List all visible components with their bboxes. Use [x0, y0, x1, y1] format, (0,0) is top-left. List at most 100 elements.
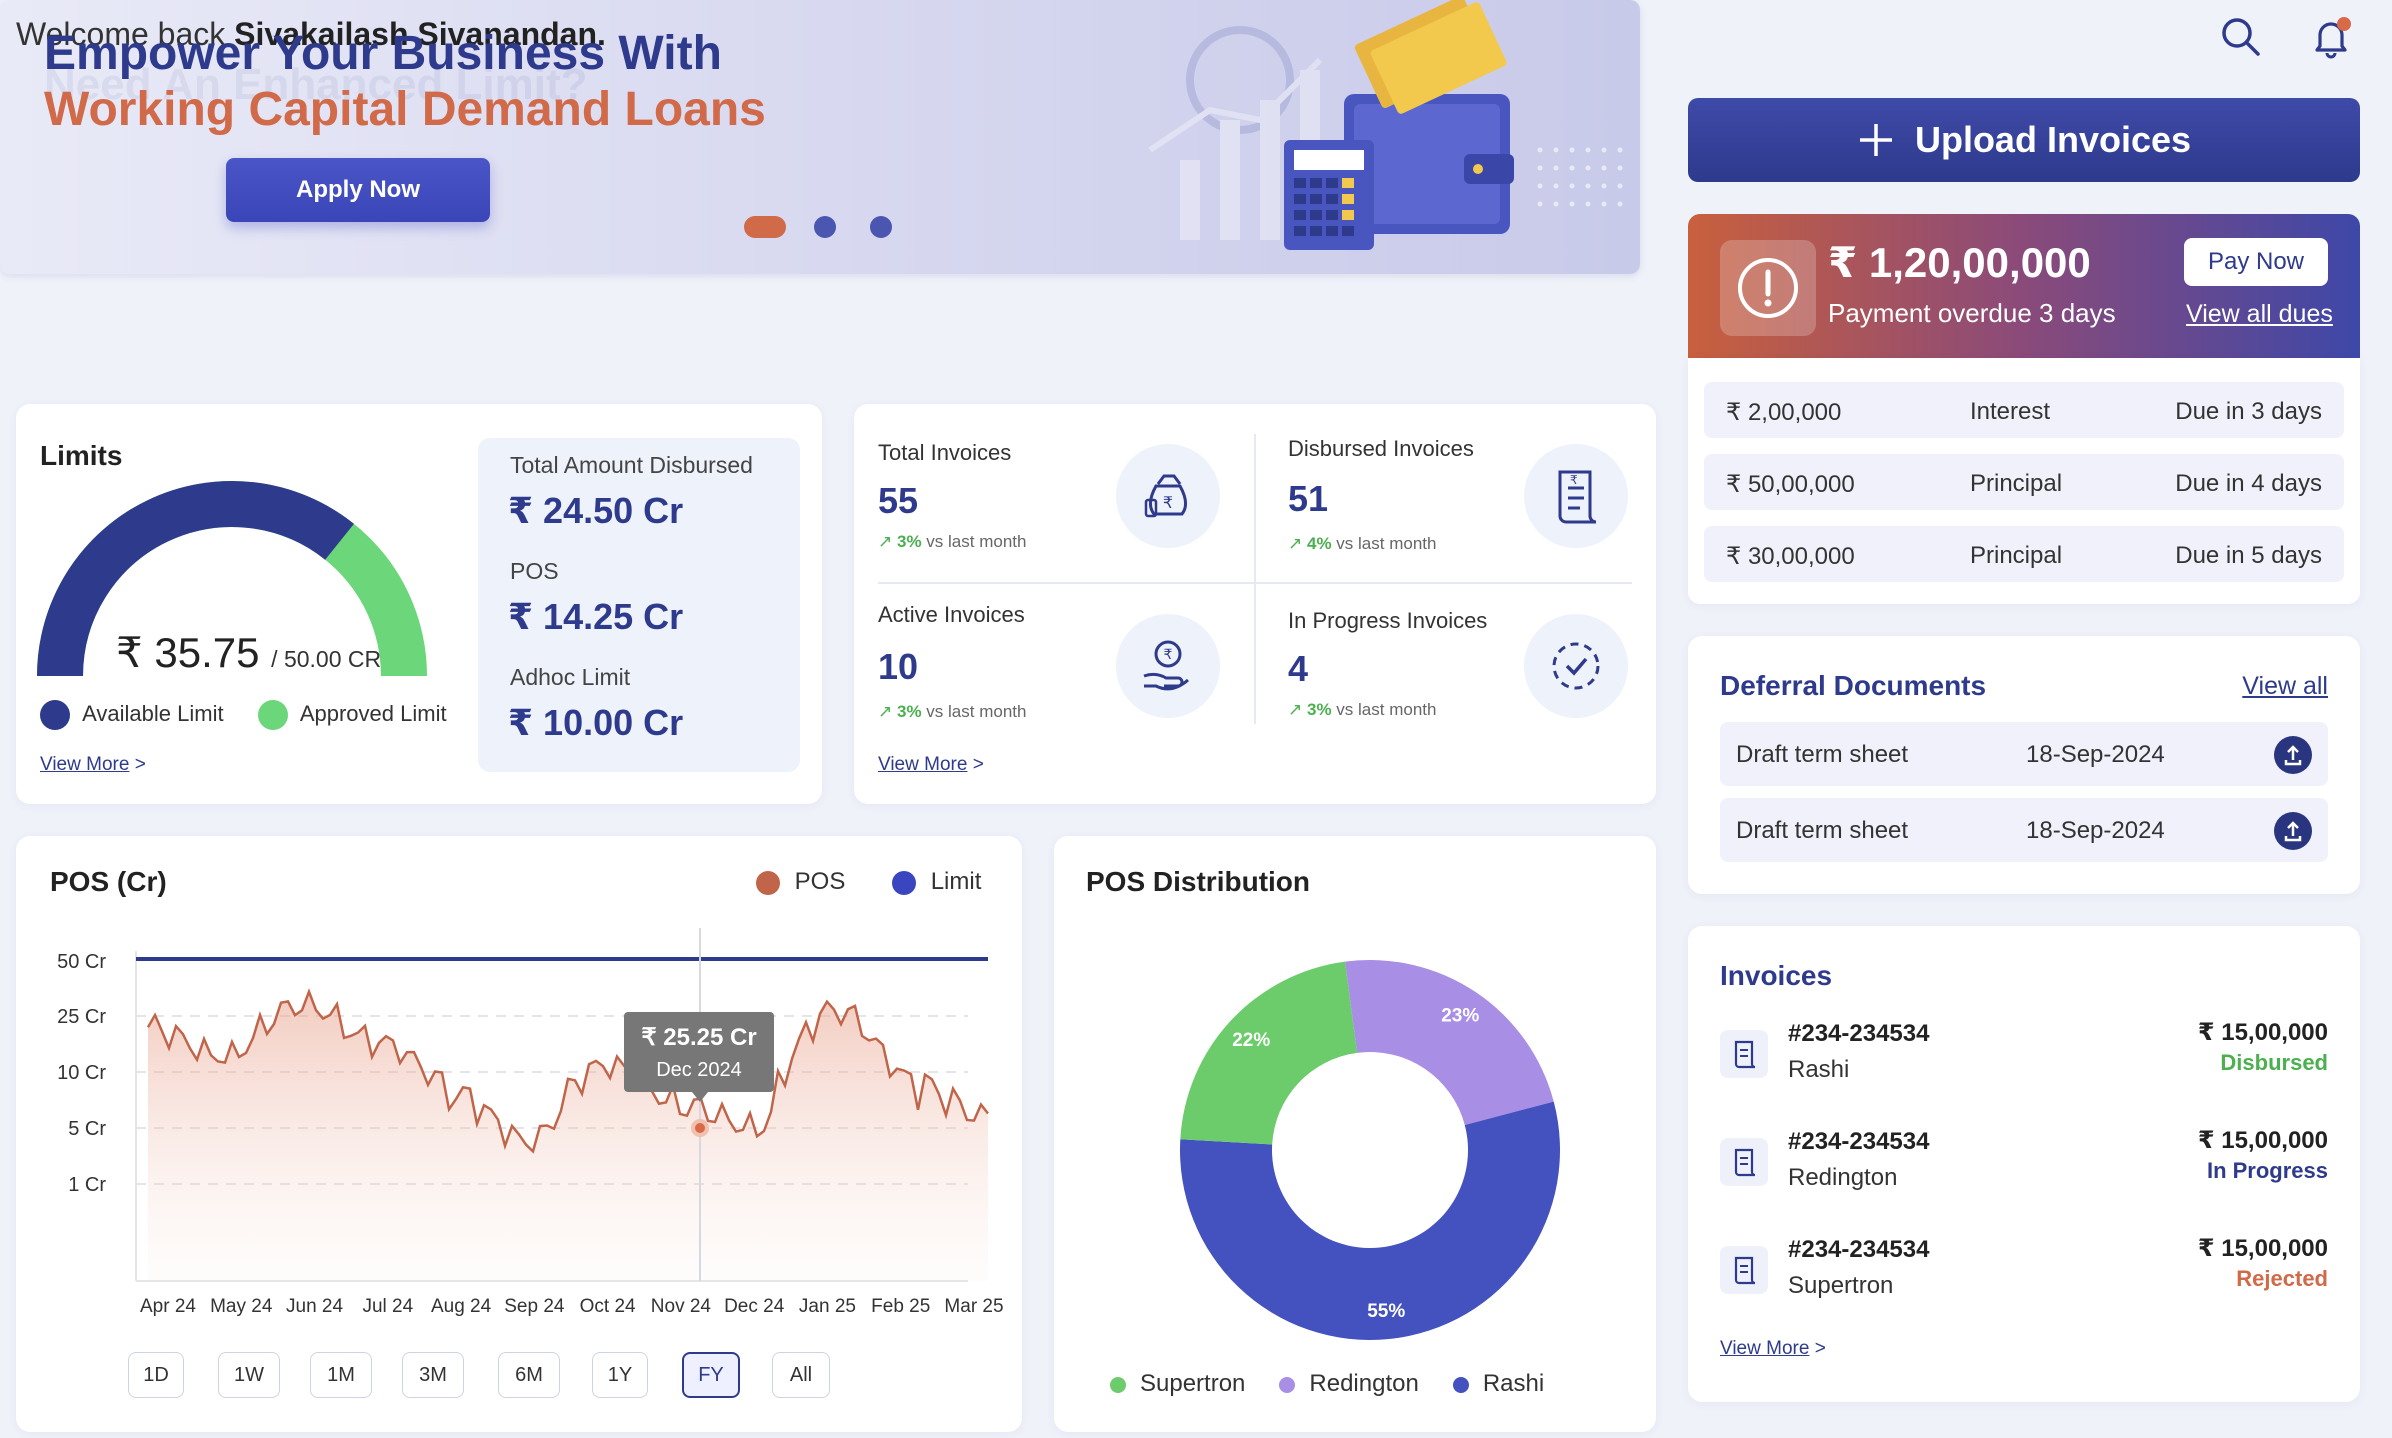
invoice-document-icon	[1720, 1138, 1768, 1186]
view-more-link[interactable]: View More	[1720, 1338, 1810, 1359]
carousel-dot[interactable]	[870, 216, 892, 238]
due-days: Due in 4 days	[2175, 470, 2322, 497]
limits-view-more[interactable]: View More >	[40, 754, 146, 776]
due-row[interactable]: ₹ 30,00,000 Principal Due in 5 days	[1704, 526, 2344, 582]
pos-distribution-title: POS Distribution	[1086, 866, 1310, 897]
deferral-row[interactable]: Draft term sheet 18-Sep-2024	[1720, 722, 2328, 786]
donut-slice-supertron[interactable]	[1180, 961, 1358, 1145]
x-tick-label: Dec 24	[724, 1296, 785, 1317]
invoice-status: Disbursed	[2220, 1050, 2328, 1075]
invoices-card: Invoices #234-234534 Rashi ₹ 15,00,000 D…	[1688, 926, 2360, 1402]
legend-approved: Approved Limit	[299, 700, 447, 726]
invoice-status: Rejected	[2236, 1266, 2328, 1291]
trend-up-icon: ↗	[878, 702, 893, 721]
trend-percent: 4%	[1306, 534, 1332, 553]
invoice-id[interactable]: #234-234534	[1788, 1020, 1930, 1047]
gauge-available-arc	[37, 481, 354, 677]
pos-distribution-donut[interactable]: 23% 55% 22%	[1054, 836, 1656, 1356]
apply-now-button[interactable]: Apply Now	[226, 158, 490, 222]
overdue-amount: ₹ 1,20,00,000	[1828, 239, 2091, 286]
disbursed-invoices-trend: ↗ 4% vs last month	[1288, 534, 1436, 554]
invoice-id[interactable]: #234-234534	[1788, 1128, 1930, 1155]
donut-slice-rashi[interactable]	[1180, 1101, 1560, 1340]
pos-chart-legend: POS Limit	[756, 868, 981, 896]
tooltip-date: Dec 2024	[656, 1059, 742, 1081]
due-type: Principal	[1970, 470, 2063, 497]
view-all-dues-link[interactable]: View all dues	[2186, 300, 2333, 328]
deferral-row[interactable]: Draft term sheet 18-Sep-2024	[1720, 798, 2328, 862]
view-more-link[interactable]: View More	[878, 754, 968, 775]
range-button-6m[interactable]: 6M	[498, 1352, 560, 1398]
upload-label: Upload Invoices	[1914, 119, 2192, 160]
deferral-documents-card: Deferral Documents View all Draft term s…	[1688, 636, 2360, 894]
stats-view-more[interactable]: View More >	[878, 754, 984, 776]
legend-pos: POS	[794, 868, 846, 895]
invoice-document-icon	[1720, 1030, 1768, 1078]
upload-icon[interactable]	[2274, 736, 2312, 774]
due-amount: ₹ 30,00,000	[1726, 543, 1855, 570]
x-tick-label: May 24	[210, 1296, 273, 1317]
carousel-dot-active[interactable]	[744, 216, 786, 238]
donut-slice-label: 55%	[1367, 1301, 1405, 1322]
disbursed-invoices-label: Disbursed Invoices	[1288, 436, 1474, 461]
donut-legend: Supertron Redington Rashi	[1110, 1370, 1544, 1398]
limit-gauge	[37, 481, 427, 677]
available-legend-dot	[40, 700, 70, 730]
invoice-id[interactable]: #234-234534	[1788, 1236, 1930, 1263]
pos-area-chart[interactable]: 50 Cr 25 Cr 10 Cr 5 Cr 1 Cr Apr 24 May 24 Jun …	[16, 836, 1022, 1336]
range-button-3m[interactable]: 3M	[402, 1352, 464, 1398]
active-invoices-value: 10	[878, 646, 919, 687]
deferral-title: Deferral Documents	[1720, 670, 1987, 701]
range-button-1m[interactable]: 1M	[310, 1352, 372, 1398]
total-invoices-value: 55	[878, 480, 919, 521]
receipt-icon: ₹	[1524, 444, 1628, 548]
adhoc-label: Adhoc Limit	[510, 664, 631, 690]
x-tick-label: Aug 24	[431, 1296, 492, 1317]
alert-icon	[1720, 240, 1816, 336]
invoices-view-more[interactable]: View More >	[1720, 1338, 1826, 1360]
range-button-1y[interactable]: 1Y	[592, 1352, 648, 1398]
invoice-amount: ₹ 15,00,000	[2197, 1235, 2328, 1262]
range-button-fy[interactable]: FY	[682, 1352, 740, 1398]
donut-slice-redington[interactable]	[1345, 960, 1554, 1126]
upload-icon[interactable]	[2274, 812, 2312, 850]
x-tick-label: Jul 24	[362, 1296, 413, 1317]
view-all-link[interactable]: View all	[2242, 672, 2328, 700]
chevron-right-icon: >	[1814, 1338, 1826, 1359]
in-progress-invoices-value: 4	[1288, 648, 1309, 689]
approved-legend-dot	[257, 700, 288, 730]
trend-percent: 3%	[896, 702, 922, 721]
search-icon[interactable]	[2218, 14, 2264, 60]
due-type: Interest	[1970, 398, 2051, 425]
carousel-dot[interactable]	[814, 216, 836, 238]
available-limit-value: ₹ 35.75	[116, 629, 260, 676]
invoice-amount: ₹ 15,00,000	[2197, 1019, 2328, 1046]
view-more-link[interactable]: View More	[40, 754, 130, 775]
hand-money-icon: ₹	[1116, 614, 1220, 718]
invoice-amount: ₹ 15,00,000	[2197, 1127, 2328, 1154]
welcome-message: Welcome back Sivakailash Sivanandan.	[16, 16, 606, 53]
document-date: 18-Sep-2024	[2026, 741, 2165, 768]
due-row[interactable]: ₹ 2,00,000 Interest Due in 3 days	[1704, 382, 2344, 438]
tooltip-value: ₹ 25.25 Cr	[641, 1024, 756, 1051]
pos-distribution-card: POS Distribution 23% 55% 22% Supertron Redi…	[1054, 836, 1656, 1432]
range-button-all[interactable]: All	[772, 1352, 830, 1398]
hover-point[interactable]	[691, 1119, 709, 1137]
donut-slice-label: 23%	[1441, 1005, 1479, 1026]
document-date: 18-Sep-2024	[2026, 817, 2165, 844]
bell-icon[interactable]	[2308, 14, 2354, 60]
due-row[interactable]: ₹ 50,00,000 Principal Due in 4 days	[1704, 454, 2344, 510]
invoice-status: In Progress	[2206, 1158, 2328, 1183]
range-button-1d[interactable]: 1D	[128, 1352, 184, 1398]
pay-now-button[interactable]: Pay Now	[2184, 238, 2328, 286]
x-tick-label: Jan 25	[799, 1296, 856, 1317]
limits-card: Limits ₹ 35.75 / 50.00 CR Available Limi…	[16, 404, 822, 804]
chevron-right-icon: >	[134, 754, 146, 775]
banner-subtitle: Working Capital Demand Loans	[44, 83, 766, 136]
upload-invoices-button[interactable]: Upload Invoices	[1688, 98, 2360, 182]
range-button-1w[interactable]: 1W	[218, 1352, 280, 1398]
legend-dot-redington	[1279, 1376, 1296, 1393]
total-invoices-label: Total Invoices	[878, 440, 1012, 465]
legend-dot-rashi	[1452, 1376, 1469, 1393]
total-limit-value: / 50.00 CR	[271, 646, 382, 672]
